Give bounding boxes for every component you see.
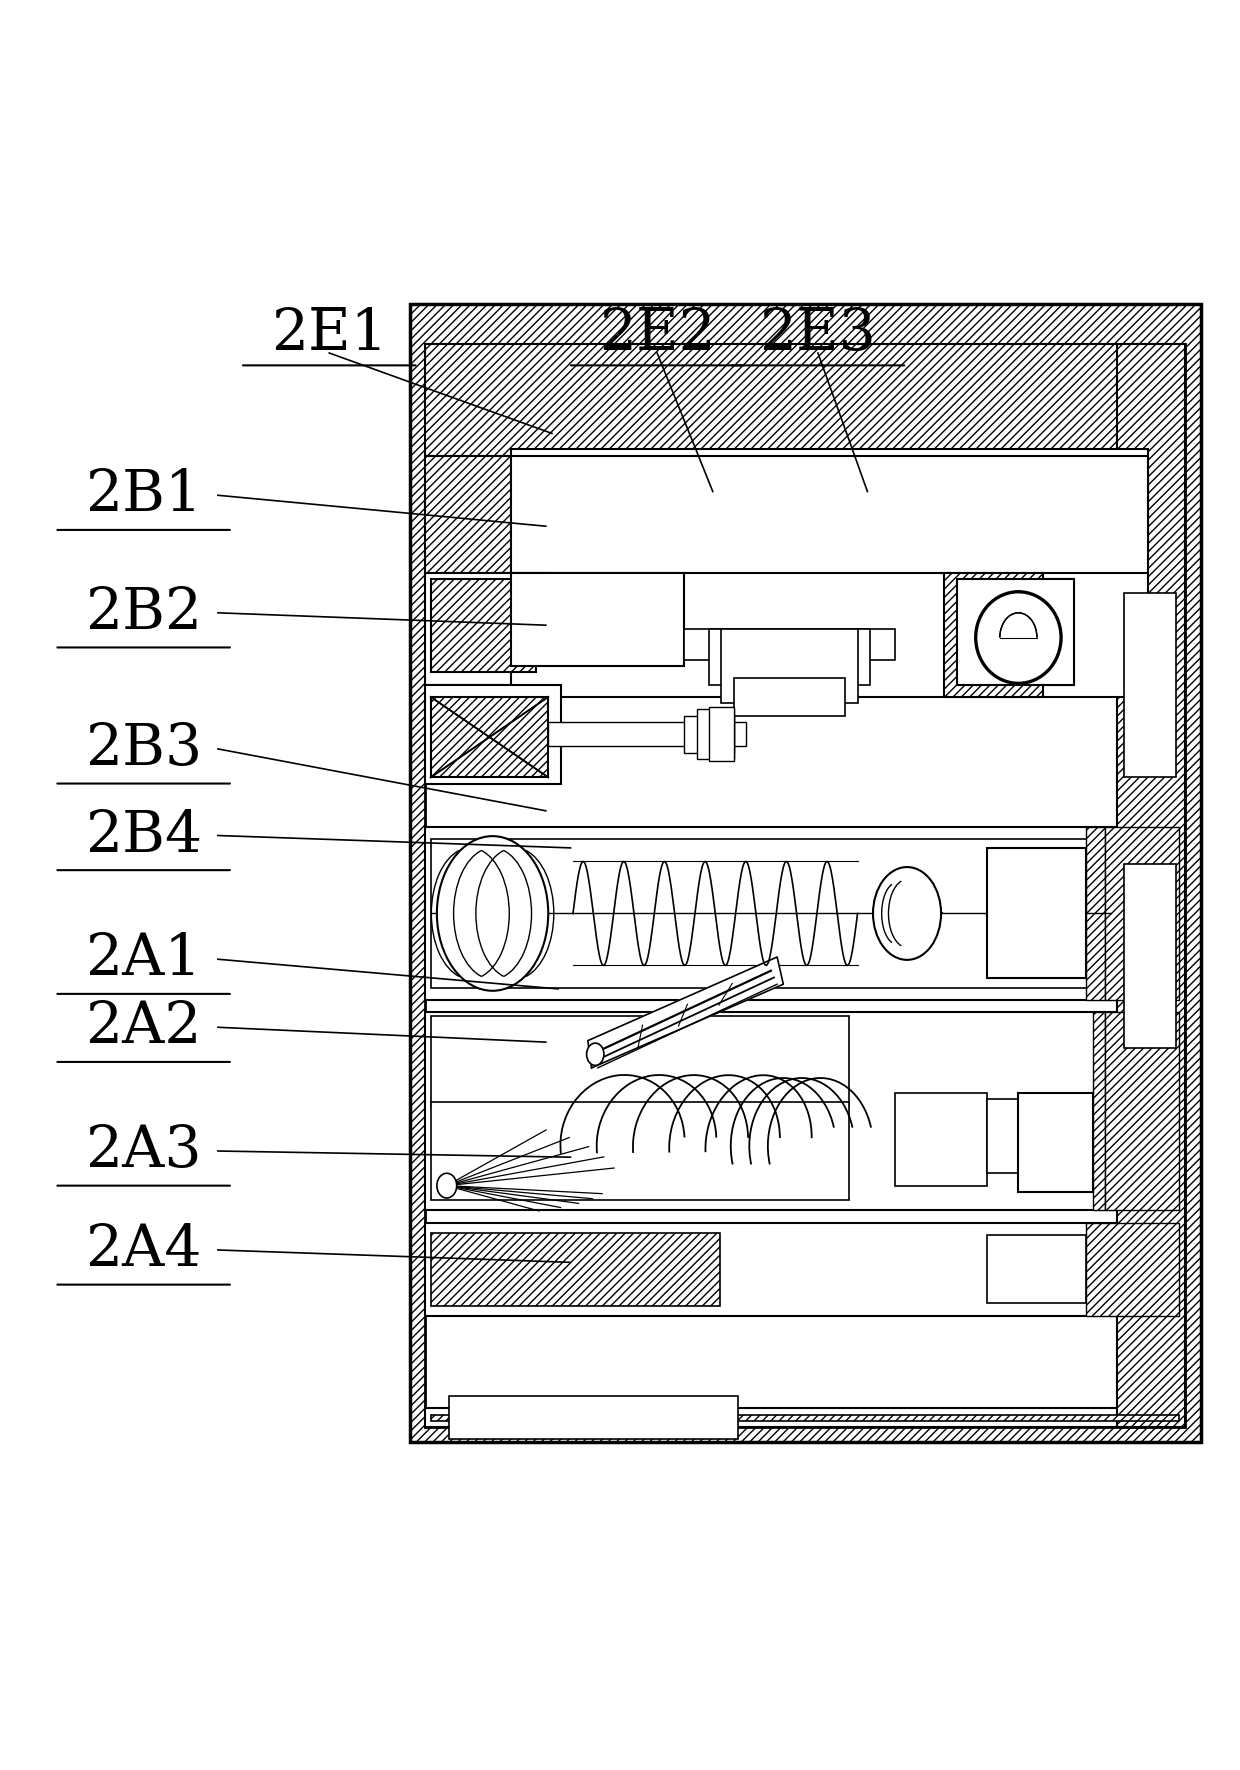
Bar <box>430 1101 849 1200</box>
Bar <box>1117 345 1185 1427</box>
Bar <box>895 1092 987 1186</box>
Text: 2B3: 2B3 <box>86 720 202 777</box>
Bar <box>987 848 1086 977</box>
Bar <box>430 579 536 673</box>
Bar <box>709 628 870 685</box>
Bar <box>430 1016 849 1108</box>
Bar <box>1086 827 1105 1000</box>
Bar <box>548 722 746 747</box>
Bar <box>1092 1012 1105 1211</box>
Text: 2B4: 2B4 <box>86 807 202 864</box>
Bar <box>511 573 1148 697</box>
Bar <box>987 1099 1018 1174</box>
Bar <box>1086 1223 1179 1315</box>
Bar <box>424 685 560 784</box>
Bar <box>1018 1092 1092 1191</box>
Bar <box>697 710 734 759</box>
Bar <box>1105 827 1179 1000</box>
Bar <box>511 455 1148 579</box>
Text: 2A2: 2A2 <box>86 1000 202 1055</box>
Text: 2E1: 2E1 <box>272 306 388 363</box>
Bar <box>430 697 548 777</box>
Bar <box>987 1235 1086 1303</box>
Bar <box>1105 1012 1179 1211</box>
Text: 2B2: 2B2 <box>86 584 202 641</box>
Text: 2A3: 2A3 <box>86 1122 202 1179</box>
Bar <box>684 628 895 660</box>
Bar <box>430 1232 720 1306</box>
Ellipse shape <box>873 867 941 959</box>
Bar <box>734 678 846 715</box>
Text: 2A4: 2A4 <box>86 1221 202 1278</box>
Bar <box>424 1223 1185 1315</box>
Bar <box>409 303 1202 1443</box>
Text: 2E3: 2E3 <box>760 306 877 363</box>
Bar <box>424 827 1185 1000</box>
Bar <box>684 715 734 752</box>
Bar <box>424 1409 1185 1427</box>
Text: 2B1: 2B1 <box>86 467 202 524</box>
Bar <box>956 579 1074 685</box>
Bar <box>424 1012 1185 1211</box>
Bar <box>430 1414 1179 1421</box>
Bar <box>1123 864 1176 1048</box>
Ellipse shape <box>587 1043 604 1066</box>
Ellipse shape <box>975 591 1061 683</box>
Bar <box>944 573 1043 697</box>
Bar <box>1123 593 1176 777</box>
Bar <box>424 345 1185 455</box>
Bar <box>424 573 548 685</box>
Ellipse shape <box>436 835 548 991</box>
Bar <box>722 628 858 703</box>
Bar <box>424 455 542 573</box>
Text: 2A1: 2A1 <box>86 931 202 988</box>
Bar <box>709 706 734 761</box>
Text: 2E2: 2E2 <box>599 306 715 363</box>
Bar <box>424 345 1185 1427</box>
Ellipse shape <box>436 1174 456 1198</box>
Bar <box>511 450 1148 561</box>
Bar <box>430 839 1111 988</box>
Ellipse shape <box>976 593 1060 683</box>
Polygon shape <box>588 958 784 1067</box>
Bar <box>449 1397 738 1439</box>
Bar <box>511 573 684 666</box>
Bar <box>956 579 1074 685</box>
